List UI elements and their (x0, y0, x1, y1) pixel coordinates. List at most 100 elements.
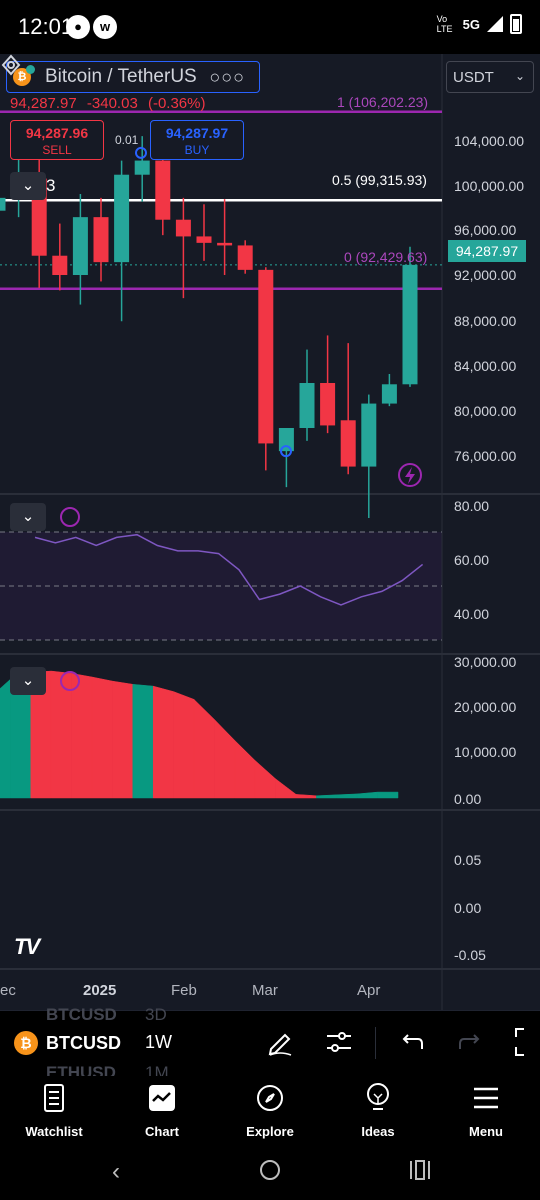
nav-label: Menu (469, 1124, 503, 1139)
home-icon[interactable] (258, 1158, 282, 1182)
oscillator-area (71, 673, 93, 799)
osc-axis-label: 30,000.00 (454, 654, 517, 670)
lightbulb-icon (367, 1083, 389, 1110)
collapse-oscillator-button[interactable]: ⌄ (10, 667, 46, 695)
oscillator-area (214, 718, 236, 799)
system-nav-bar: ‹ (0, 1146, 540, 1200)
symbol-ghost-above: BTCUSD (46, 1005, 117, 1024)
rsi-refresh-icon (60, 507, 80, 527)
w-app-icon: w (93, 15, 117, 39)
network-type: 5G (462, 16, 480, 32)
candle-body (134, 160, 150, 175)
bottom-nav: Watchlist Chart Explore Ideas (0, 1076, 540, 1146)
toolbar-separator (375, 1027, 376, 1059)
interval-ghost-above: 3D (145, 1005, 167, 1024)
lightning-icon (398, 463, 422, 487)
chart-canvas[interactable] (0, 54, 540, 1010)
price-change: -340.03 (86, 95, 138, 112)
sell-price: 94,287.96 (25, 125, 89, 141)
recents-icon[interactable] (408, 1159, 432, 1181)
symbol-value: BTCUSD (46, 1032, 121, 1053)
chart-settings-icon[interactable] (0, 54, 22, 76)
price-axis-label: 100,000.00 (454, 178, 525, 194)
price-axis-label: 104,000.00 (454, 133, 525, 149)
bitcoin-icon: ₿ (14, 1031, 38, 1055)
oscillator-area (173, 691, 195, 799)
candle-body (340, 420, 356, 467)
nav-label: Chart (145, 1124, 179, 1139)
rsi-line (34, 533, 424, 606)
pane4-axis-label: 0.05 (454, 852, 482, 868)
nav-explore[interactable]: Explore (225, 1082, 315, 1139)
time-axis-label: Feb (171, 982, 197, 999)
nav-watchlist[interactable]: Watchlist (9, 1082, 99, 1139)
bitcoin-icon: ₿ (13, 65, 35, 86)
candle-body (361, 403, 377, 467)
candle-body (237, 245, 253, 270)
nav-chart[interactable]: Chart (117, 1082, 207, 1139)
oscillator-area (316, 794, 338, 799)
nav-label: Watchlist (25, 1124, 83, 1139)
indicators-icon[interactable] (324, 1027, 354, 1057)
candle-body (93, 217, 109, 263)
price-axis-label: 96,000.00 (454, 222, 517, 238)
tradingview-logo: TV (14, 934, 40, 959)
battery-icon (510, 14, 522, 34)
redo-icon[interactable] (456, 1027, 486, 1057)
pane4-axis-label: 0.00 (454, 900, 482, 916)
rsi-axis-label: 80.00 (454, 498, 490, 514)
status-bar: 12:01 ● w Vo LTE 5G (0, 0, 540, 54)
nav-ideas[interactable]: Ideas (333, 1082, 423, 1139)
candle-body (320, 383, 336, 426)
osc-axis-label: 0.00 (454, 791, 482, 807)
oscillator-area (356, 791, 378, 799)
chart-area[interactable]: ₿ Bitcoin / TetherUS ○○○ USDT ⌄ 94,287.9… (0, 54, 540, 1010)
back-icon[interactable]: ‹ (112, 1158, 120, 1185)
chart-toolbar: BTCUSD ETHUSD ₿ BTCUSD 3D 1M 1W (0, 1005, 540, 1082)
buy-button[interactable]: 94,287.97 BUY (150, 120, 244, 160)
candle-body (155, 160, 171, 220)
currency-value: USDT (453, 69, 494, 86)
currency-select[interactable]: USDT ⌄ (446, 61, 534, 93)
notification-dot-icon: ● (66, 15, 90, 39)
pencil-icon[interactable] (265, 1027, 295, 1057)
fib-level-1: 1 (106,202.23) (337, 94, 429, 110)
candle-body (278, 428, 294, 452)
fullscreen-icon[interactable] (514, 1027, 540, 1057)
oscillator-area (112, 680, 134, 799)
price-axis-label: 84,000.00 (454, 358, 517, 374)
price-axis-label: 92,000.00 (454, 267, 517, 283)
candle-body (402, 264, 418, 385)
symbol-picker[interactable]: ₿ BTCUSD (14, 1031, 121, 1055)
oscillator-area (91, 676, 113, 799)
chart-icon (149, 1085, 175, 1111)
symbol-header[interactable]: ₿ Bitcoin / TetherUS ○○○ (6, 61, 260, 93)
indicator-count: 3 (46, 176, 56, 195)
time-axis-label: ec (0, 982, 16, 999)
compass-icon (257, 1085, 283, 1111)
price-change-pct: (-0.36%) (147, 95, 206, 112)
price-axis-label: 76,000.00 (454, 448, 517, 464)
undo-icon[interactable] (396, 1027, 426, 1057)
candle-body (196, 236, 212, 243)
time-axis-label: Mar (252, 982, 278, 999)
hamburger-icon (474, 1087, 498, 1109)
collapse-indicators-button[interactable]: ⌄ (10, 172, 46, 200)
nav-menu[interactable]: Menu (441, 1082, 531, 1139)
oscillator-area (377, 791, 399, 799)
price-summary: 94,287.97 -340.03 (-0.36%) (10, 95, 211, 112)
event-marker (135, 146, 147, 159)
oscillator-area (254, 759, 276, 799)
collapse-rsi-button[interactable]: ⌄ (10, 503, 46, 531)
interval-picker[interactable]: 1W (145, 1032, 172, 1052)
sell-label: SELL (42, 143, 72, 157)
buy-label: BUY (184, 143, 210, 157)
candle-body (381, 384, 397, 404)
fib-level-0-5: 0.5 (99,315.93) (332, 172, 427, 188)
sell-button[interactable]: 94,287.96 SELL (10, 120, 104, 160)
chevron-down-icon: ⌄ (514, 69, 525, 83)
oscillator-area (295, 794, 317, 799)
price-axis-label: 80,000.00 (454, 403, 517, 419)
more-options-button[interactable]: ○○○ (209, 66, 245, 87)
oscillator-area (152, 685, 174, 799)
